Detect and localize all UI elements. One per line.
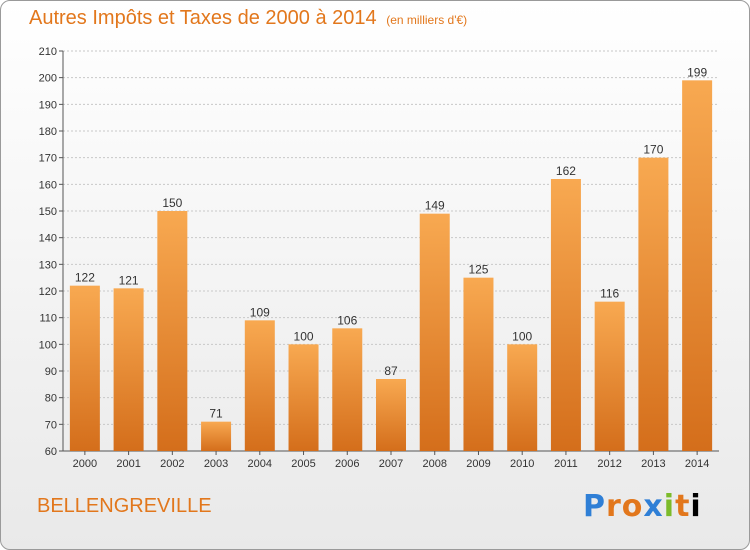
y-tick-label: 210	[39, 46, 57, 58]
bar-2003	[201, 421, 232, 451]
bar-2000	[69, 285, 100, 451]
value-label-2014: 199	[687, 65, 707, 79]
x-tick-label-2007: 2007	[379, 458, 403, 470]
y-tick-label: 130	[39, 259, 57, 271]
bar-2010	[507, 344, 538, 451]
proxiti-logo: Proxiti	[583, 489, 702, 524]
x-tick-label-2011: 2011	[554, 458, 578, 470]
y-tick-label: 70	[45, 419, 57, 431]
y-tick-label: 190	[39, 99, 57, 111]
x-tick-label-2001: 2001	[116, 458, 140, 470]
value-label-2003: 71	[209, 407, 223, 421]
x-tick-label-2002: 2002	[160, 458, 184, 470]
y-tick-label: 200	[39, 73, 57, 85]
bar-2007	[376, 379, 406, 451]
y-tick-label: 110	[39, 313, 57, 325]
x-tick-label-2000: 2000	[73, 458, 97, 470]
commune-name: BELLENGREVILLE	[37, 495, 212, 517]
y-tick-label: 150	[39, 206, 57, 218]
value-label-2000: 122	[75, 271, 95, 285]
value-label-2002: 150	[162, 196, 182, 210]
value-label-2006: 106	[337, 313, 357, 327]
bar-2001	[113, 288, 144, 451]
bar-2012	[594, 301, 625, 451]
bar-2014	[682, 80, 713, 451]
y-tick-label: 120	[39, 286, 57, 298]
chart-title: Autres Impôts et Taxes de 2000 à 2014 (e…	[29, 7, 468, 29]
value-label-2012: 116	[600, 287, 619, 301]
x-tick-label-2005: 2005	[291, 458, 315, 470]
x-tick-label-2009: 2009	[466, 458, 490, 470]
x-tick-label-2010: 2010	[510, 458, 534, 470]
y-tick-label: 140	[39, 233, 57, 245]
y-tick-label: 80	[45, 393, 57, 405]
bar-2005	[288, 344, 319, 451]
x-tick-label-2006: 2006	[335, 458, 359, 470]
value-label-2009: 125	[468, 263, 488, 277]
value-label-2005: 100	[294, 329, 314, 343]
bar-2008	[419, 213, 450, 451]
x-tick-label-2008: 2008	[422, 458, 446, 470]
y-tick-label: 90	[45, 366, 57, 378]
y-tick-label: 180	[39, 126, 57, 138]
bar-2006	[332, 328, 363, 451]
bar-2011	[550, 179, 581, 451]
value-label-2013: 170	[643, 143, 663, 157]
value-label-2001: 121	[119, 273, 139, 287]
x-tick-label-2013: 2013	[641, 458, 665, 470]
y-tick-label: 160	[39, 179, 57, 191]
bar-2004	[244, 320, 275, 451]
x-tick-label-2012: 2012	[597, 458, 621, 470]
value-label-2004: 109	[250, 305, 270, 319]
bar-2002	[157, 211, 188, 451]
chart-title-unit: (en milliers d'€)	[386, 13, 468, 27]
bar-2009	[463, 277, 494, 451]
value-label-2007: 87	[384, 364, 398, 378]
value-label-2010: 100	[512, 329, 532, 343]
y-tick-label: 100	[39, 339, 57, 351]
x-tick-label-2014: 2014	[685, 458, 709, 470]
y-tick-label: 170	[39, 153, 57, 165]
y-tick-label: 60	[45, 446, 57, 458]
x-tick-label-2004: 2004	[248, 458, 272, 470]
value-label-2008: 149	[425, 199, 445, 213]
x-tick-label-2003: 2003	[204, 458, 228, 470]
value-label-2011: 162	[556, 164, 576, 178]
bar-2013	[638, 157, 669, 451]
